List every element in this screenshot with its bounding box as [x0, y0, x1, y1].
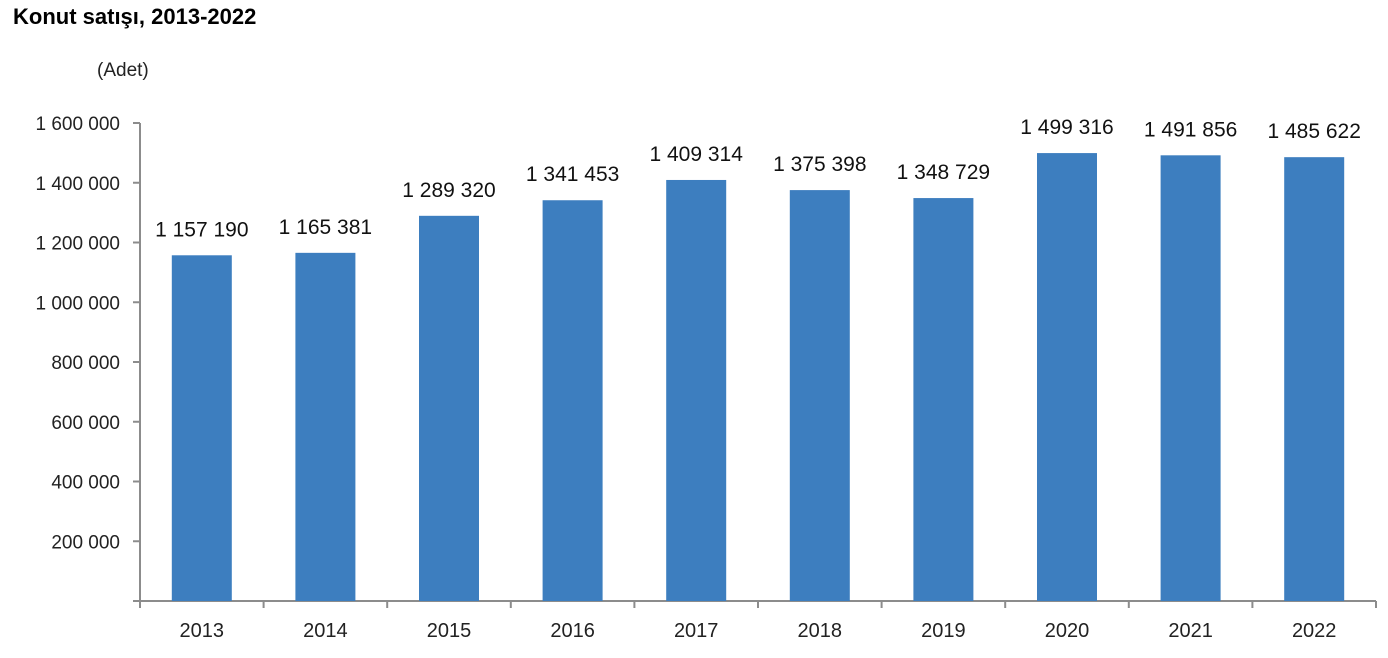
bar-rect — [295, 252, 356, 602]
bar-rect — [1160, 155, 1221, 601]
bar-rect — [1037, 153, 1097, 601]
bar-value-label: 1 499 316 — [1020, 116, 1113, 139]
bar-rect — [913, 198, 974, 602]
x-category-label: 2021 — [1168, 620, 1213, 642]
bar-2022: 1 485 622 — [1267, 120, 1361, 602]
y-tick-label: 1 200 000 — [35, 234, 120, 255]
x-category-label: 2020 — [1045, 620, 1090, 642]
y-tick-label: 800 000 — [51, 353, 120, 374]
bar-value-label: 1 157 190 — [155, 218, 248, 241]
x-category-label: 2013 — [180, 620, 225, 642]
bar-value-label: 1 485 622 — [1267, 120, 1360, 143]
y-axis: 200 000 400 000 600 000 800 000 1 000 000 1 2… — [35, 114, 141, 601]
bar-value-label: 1 165 381 — [279, 216, 372, 239]
x-category-label: 2015 — [427, 620, 472, 642]
bar-2017: 1 409 314 — [649, 143, 743, 601]
y-tick-label: 1 400 000 — [35, 174, 120, 195]
x-category-label: 2016 — [550, 620, 595, 642]
bar-value-label: 1 348 729 — [897, 161, 990, 184]
bar-rect — [789, 190, 850, 601]
x-axis: 2013 2014 2015 2016 2017 2018 2019 2020 2021 2022 — [133, 600, 1377, 642]
bar-2016: 1 341 453 — [526, 163, 619, 602]
x-category-label: 2022 — [1292, 620, 1337, 642]
y-tick-label: 200 000 — [51, 532, 120, 553]
bar-rect — [171, 255, 232, 601]
bar-2018: 1 375 398 — [773, 153, 867, 601]
bar-2020: 1 499 316 — [1020, 116, 1114, 601]
bar-rect — [419, 215, 479, 601]
bar-rect — [1284, 157, 1345, 602]
bar-rect — [666, 179, 727, 601]
bar-2015: 1 289 320 — [402, 179, 496, 601]
bar-value-label: 1 409 314 — [649, 143, 743, 166]
bars-group: 1 157 190 1 165 381 1 289 320 1 341 453 1 40… — [155, 116, 1361, 602]
bar-rect — [542, 200, 603, 602]
y-tick-label: 400 000 — [51, 473, 120, 494]
bar-value-label: 1 289 320 — [402, 179, 495, 202]
bar-2014: 1 165 381 — [279, 216, 372, 602]
bar-2021: 1 491 856 — [1144, 118, 1237, 601]
x-category-label: 2014 — [303, 620, 348, 642]
y-axis-unit-label: (Adet) — [97, 60, 149, 81]
x-category-label: 2019 — [921, 620, 966, 642]
x-category-label: 2017 — [674, 620, 719, 642]
bar-value-label: 1 375 398 — [773, 153, 866, 176]
bar-value-label: 1 491 856 — [1144, 118, 1237, 141]
chart-title: Konut satışı, 2013-2022 — [13, 4, 257, 29]
bar-value-label: 1 341 453 — [526, 163, 619, 186]
y-tick-label: 1 600 000 — [35, 114, 120, 135]
y-tick-label: 1 000 000 — [35, 293, 120, 314]
bar-2019: 1 348 729 — [897, 161, 990, 602]
bar-2013: 1 157 190 — [155, 218, 249, 601]
x-category-label: 2018 — [798, 620, 843, 642]
y-tick-label: 600 000 — [51, 413, 120, 434]
